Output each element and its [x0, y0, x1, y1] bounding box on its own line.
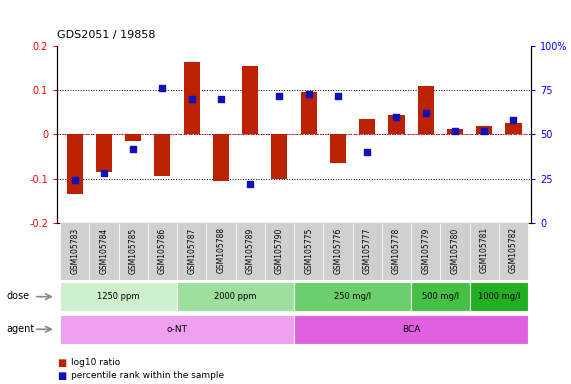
- Text: GSM105779: GSM105779: [421, 227, 430, 274]
- Bar: [440, 223, 469, 280]
- Text: BCA: BCA: [402, 325, 420, 334]
- Text: GSM105787: GSM105787: [187, 227, 196, 273]
- Text: GSM105789: GSM105789: [246, 227, 255, 273]
- Bar: [148, 223, 177, 280]
- Text: GSM105790: GSM105790: [275, 227, 284, 274]
- Bar: [60, 314, 294, 344]
- Text: GSM105775: GSM105775: [304, 227, 313, 274]
- Text: 2000 ppm: 2000 ppm: [214, 292, 257, 301]
- Point: [275, 93, 284, 99]
- Point: [421, 110, 431, 116]
- Bar: [154, 134, 171, 176]
- Text: GSM105786: GSM105786: [158, 227, 167, 273]
- Bar: [206, 223, 236, 280]
- Text: 1000 mg/l: 1000 mg/l: [478, 292, 520, 301]
- Text: o-NT: o-NT: [167, 325, 187, 334]
- Point: [509, 117, 518, 123]
- Text: 500 mg/l: 500 mg/l: [422, 292, 459, 301]
- Bar: [411, 282, 469, 311]
- Bar: [469, 223, 499, 280]
- Bar: [242, 66, 258, 134]
- Text: GSM105783: GSM105783: [70, 227, 79, 273]
- Text: GSM105778: GSM105778: [392, 227, 401, 273]
- Bar: [67, 134, 83, 194]
- Bar: [89, 223, 119, 280]
- Bar: [411, 223, 440, 280]
- Bar: [96, 134, 112, 172]
- Bar: [294, 223, 323, 280]
- Text: 1250 ppm: 1250 ppm: [97, 292, 140, 301]
- Point: [392, 114, 401, 120]
- Text: agent: agent: [7, 324, 35, 334]
- Point: [187, 96, 196, 102]
- Text: GDS2051 / 19858: GDS2051 / 19858: [57, 30, 156, 40]
- Text: GSM105784: GSM105784: [99, 227, 108, 273]
- Point: [363, 149, 372, 155]
- Bar: [294, 314, 528, 344]
- Bar: [177, 223, 206, 280]
- Point: [333, 93, 343, 99]
- Point: [158, 85, 167, 91]
- Bar: [505, 123, 521, 134]
- Text: GSM105780: GSM105780: [451, 227, 460, 273]
- Bar: [469, 282, 528, 311]
- Bar: [417, 86, 434, 134]
- Bar: [236, 223, 265, 280]
- Text: GSM105781: GSM105781: [480, 227, 489, 273]
- Bar: [265, 223, 294, 280]
- Text: percentile rank within the sample: percentile rank within the sample: [71, 371, 224, 380]
- Text: ■: ■: [57, 371, 66, 381]
- Bar: [301, 93, 317, 134]
- Point: [451, 128, 460, 134]
- Point: [304, 91, 313, 97]
- Bar: [330, 134, 346, 163]
- Text: GSM105782: GSM105782: [509, 227, 518, 273]
- Text: GSM105777: GSM105777: [363, 227, 372, 274]
- Text: dose: dose: [7, 291, 30, 301]
- Text: GSM105776: GSM105776: [333, 227, 343, 274]
- Text: ■: ■: [57, 358, 66, 368]
- Point: [246, 181, 255, 187]
- Point: [99, 170, 108, 176]
- Bar: [60, 223, 89, 280]
- Bar: [382, 223, 411, 280]
- Point: [480, 128, 489, 134]
- Bar: [388, 114, 404, 134]
- Point: [216, 96, 226, 102]
- Text: 250 mg/l: 250 mg/l: [334, 292, 371, 301]
- Bar: [119, 223, 148, 280]
- Bar: [294, 282, 411, 311]
- Bar: [499, 223, 528, 280]
- Bar: [359, 119, 375, 134]
- Bar: [184, 61, 200, 134]
- Text: GSM105788: GSM105788: [216, 227, 226, 273]
- Text: GSM105785: GSM105785: [128, 227, 138, 273]
- Bar: [177, 282, 294, 311]
- Point: [70, 177, 79, 184]
- Text: log10 ratio: log10 ratio: [71, 358, 120, 367]
- Bar: [447, 129, 463, 134]
- Bar: [271, 134, 287, 179]
- Point: [128, 146, 138, 152]
- Bar: [323, 223, 352, 280]
- Bar: [125, 134, 141, 141]
- Bar: [60, 282, 177, 311]
- Bar: [352, 223, 382, 280]
- Bar: [476, 126, 492, 134]
- Bar: [213, 134, 229, 181]
